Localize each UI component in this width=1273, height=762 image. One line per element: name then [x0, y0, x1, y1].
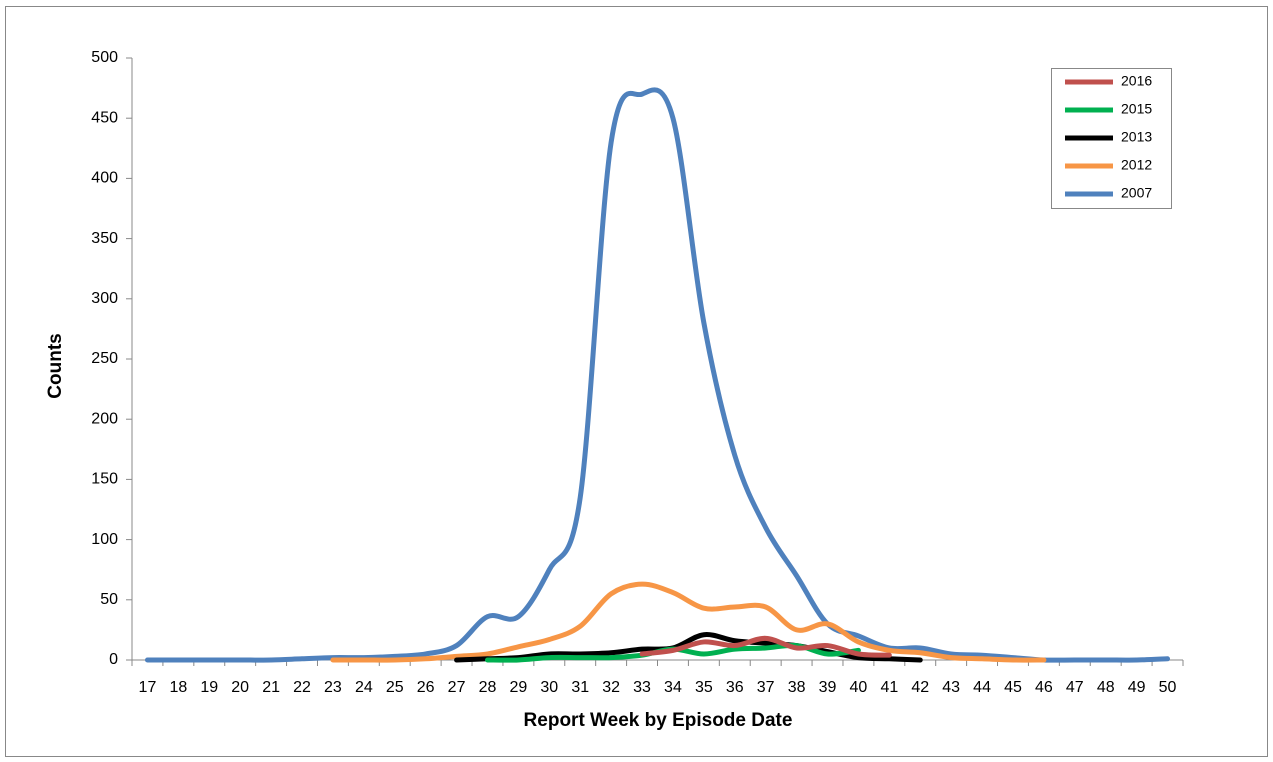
y-tick-label: 300	[91, 290, 118, 307]
series-line	[330, 581, 1047, 663]
legend-label: 2013	[1121, 129, 1152, 145]
x-tick-label: 24	[355, 679, 373, 696]
x-tick-label: 21	[262, 679, 280, 696]
legend-label: 2015	[1121, 101, 1152, 117]
y-tick-label: 200	[91, 410, 118, 427]
x-tick-label: 19	[200, 679, 218, 696]
y-axis-title: Counts	[45, 333, 66, 398]
y-tick-label: 450	[91, 109, 118, 126]
x-axis-title: Report Week by Episode Date	[524, 710, 793, 731]
x-tick-label: 50	[1159, 679, 1177, 696]
x-tick-label: 22	[293, 679, 311, 696]
x-tick-label: 42	[911, 679, 929, 696]
x-tick-label: 46	[1035, 679, 1053, 696]
y-tick-label: 350	[91, 230, 118, 247]
y-tick-label: 0	[109, 651, 118, 668]
y-tick-label: 100	[91, 531, 118, 548]
x-tick-label: 49	[1128, 679, 1146, 696]
x-tick-label: 25	[386, 679, 404, 696]
x-tick-label: 29	[509, 679, 527, 696]
x-tick-label: 36	[726, 679, 744, 696]
y-tick-label: 400	[91, 170, 118, 187]
x-tick-label: 41	[880, 679, 898, 696]
x-tick-label: 17	[139, 679, 157, 696]
x-tick-label: 20	[231, 679, 249, 696]
y-tick-label: 50	[100, 591, 118, 608]
x-tick-label: 23	[324, 679, 342, 696]
x-tick-label: 35	[695, 679, 713, 696]
x-tick-label: 30	[540, 679, 558, 696]
x-tick-label: 37	[757, 679, 775, 696]
legend: 2016 2015 2013 2012 2007	[1051, 68, 1172, 209]
legend-label: 2016	[1121, 73, 1152, 89]
x-tick-label: 40	[850, 679, 868, 696]
x-tick-label: 45	[1004, 679, 1022, 696]
x-tick-label: 18	[169, 679, 187, 696]
x-tick-label: 27	[448, 679, 466, 696]
legend-label: 2012	[1121, 157, 1152, 173]
y-tick-label: 150	[91, 471, 118, 488]
x-tick-label: 44	[973, 679, 991, 696]
x-tick-label: 43	[942, 679, 960, 696]
x-tick-label: 26	[417, 679, 435, 696]
x-tick-label: 47	[1066, 679, 1084, 696]
series-line	[639, 635, 892, 658]
legend-label: 2007	[1121, 185, 1152, 201]
x-tick-label: 48	[1097, 679, 1115, 696]
y-tick-label: 250	[91, 350, 118, 367]
y-tick-label: 500	[91, 49, 118, 66]
x-tick-label: 39	[819, 679, 837, 696]
x-tick-label: 33	[633, 679, 651, 696]
x-tick-label: 32	[602, 679, 620, 696]
x-tick-label: 28	[479, 679, 497, 696]
x-tick-label: 31	[571, 679, 589, 696]
x-tick-label: 38	[788, 679, 806, 696]
x-tick-label: 34	[664, 679, 682, 696]
